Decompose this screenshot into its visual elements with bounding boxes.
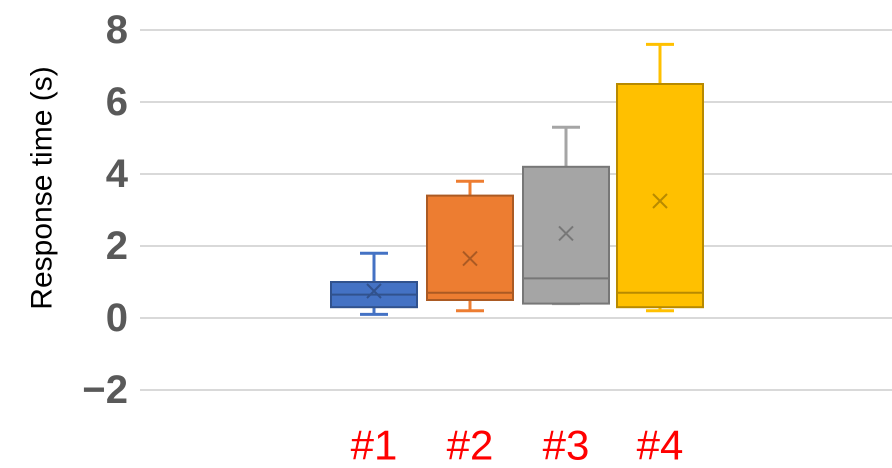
box-1 (330, 251, 418, 316)
mean-marker (652, 193, 668, 209)
y-tick-label: 6 (106, 80, 128, 124)
y-tick-label: 0 (106, 296, 128, 340)
category-label: #4 (637, 422, 684, 468)
y-tick-label: −2 (82, 368, 128, 412)
mean-marker (366, 283, 382, 299)
category-label: #2 (447, 422, 494, 468)
y-axis-ticks: −2 0 2 4 6 8 (82, 8, 128, 412)
box-4 (616, 42, 704, 313)
y-tick-label: 8 (106, 8, 128, 52)
iqr-box (426, 194, 514, 302)
mean-marker (558, 225, 574, 242)
y-tick-label: 4 (106, 152, 129, 196)
category-label: #1 (351, 422, 398, 468)
x-axis-categories: #1 #2 #3 #4 (351, 422, 684, 468)
iqr-box (522, 165, 610, 305)
box-3 (522, 125, 610, 306)
box-series (330, 42, 704, 316)
y-axis-label: Response time (s) (26, 66, 59, 309)
box-2 (426, 179, 514, 313)
category-label: #3 (543, 422, 590, 468)
y-tick-label: 2 (106, 224, 128, 268)
mean-marker (462, 250, 478, 267)
gridlines (140, 29, 892, 391)
iqr-box (616, 83, 704, 309)
